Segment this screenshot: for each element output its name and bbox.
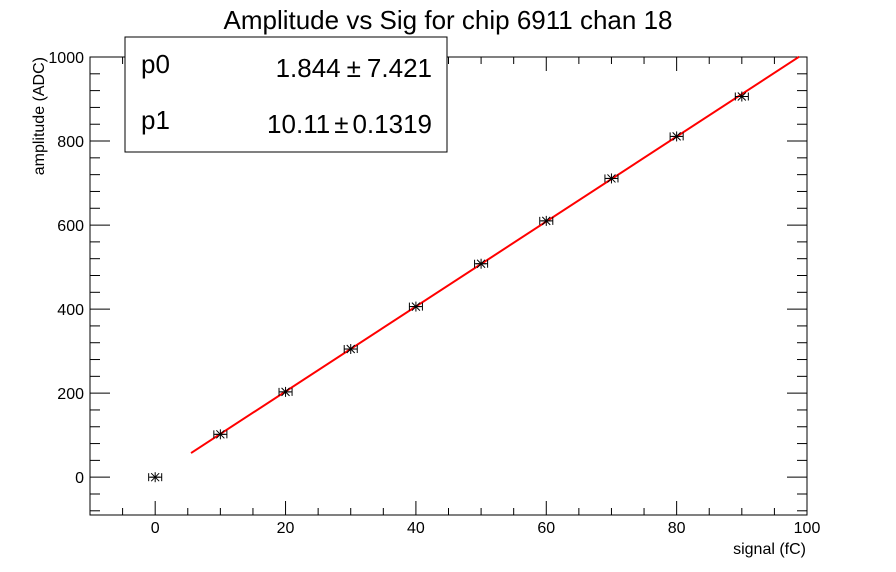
stats-p1-label: p1 bbox=[141, 105, 170, 135]
y-axis-tick-labels: 0 200 400 600 800 1000 bbox=[48, 50, 84, 487]
x-tick-label: 0 bbox=[151, 520, 160, 537]
y-tick-label: 400 bbox=[57, 302, 84, 319]
stats-p1-val: 10.11 bbox=[267, 109, 330, 139]
data-point bbox=[734, 91, 749, 102]
y-tick-label: 600 bbox=[57, 218, 84, 235]
data-point bbox=[408, 301, 423, 312]
data-point bbox=[539, 215, 554, 226]
x-tick-label: 80 bbox=[668, 520, 686, 537]
x-axis-tick-labels: 0 20 40 60 80 100 bbox=[151, 520, 821, 537]
stats-p0-val: 1.844 bbox=[276, 53, 341, 83]
data-point bbox=[343, 344, 358, 355]
stats-p0-value: 1.844 ±7.421 bbox=[276, 53, 432, 83]
y-axis-label: amplitude (ADC) bbox=[31, 57, 48, 175]
x-tick-label: 20 bbox=[277, 520, 295, 537]
data-points bbox=[148, 91, 749, 483]
data-point bbox=[278, 386, 293, 397]
y-axis-ticks bbox=[90, 56, 807, 512]
y-tick-label: 200 bbox=[57, 386, 84, 403]
data-point bbox=[669, 131, 684, 142]
stats-p1-value: 10.11 ±0.1319 bbox=[267, 109, 432, 139]
stats-p1-pm: ± bbox=[334, 109, 348, 139]
data-point bbox=[474, 258, 489, 269]
data-point bbox=[213, 429, 228, 440]
x-tick-label: 100 bbox=[794, 520, 821, 537]
data-point bbox=[604, 173, 619, 184]
y-tick-label: 1000 bbox=[48, 50, 84, 67]
data-point bbox=[148, 472, 163, 483]
stats-p0-label: p0 bbox=[141, 49, 170, 79]
stats-box: p0 1.844 ±7.421 p1 10.11 ±0.1319 bbox=[124, 36, 448, 153]
y-tick-label: 800 bbox=[57, 134, 84, 151]
x-tick-label: 40 bbox=[407, 520, 425, 537]
x-axis-label: signal (fC) bbox=[733, 541, 806, 558]
x-tick-label: 60 bbox=[537, 520, 555, 537]
y-tick-label: 0 bbox=[75, 470, 84, 487]
stats-box-frame bbox=[124, 36, 448, 153]
stats-p0-pm: ± bbox=[347, 53, 361, 83]
chart-title: Amplitude vs Sig for chip 6911 chan 18 bbox=[223, 5, 672, 35]
stats-p0-err: 7.421 bbox=[367, 53, 432, 83]
stats-p1-err: 0.1319 bbox=[352, 109, 432, 139]
fit-line bbox=[190, 55, 800, 454]
